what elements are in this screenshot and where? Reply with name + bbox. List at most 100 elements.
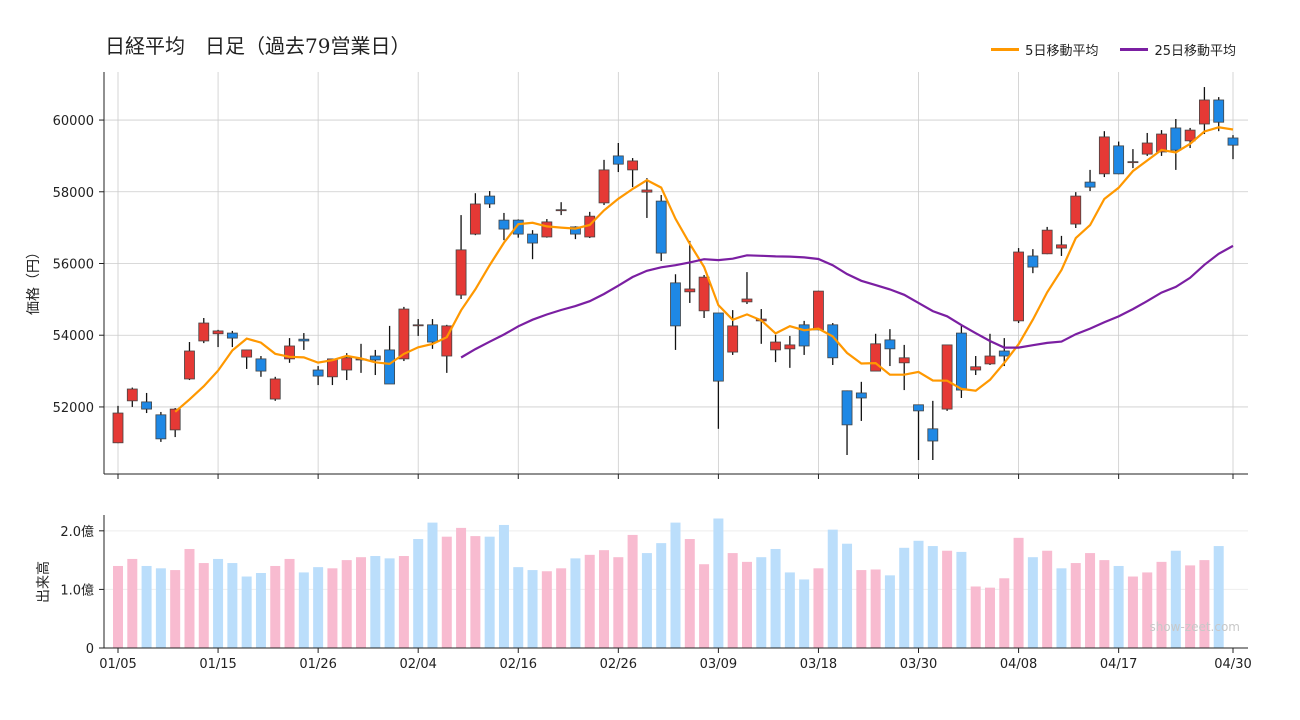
candle	[341, 353, 353, 381]
candle	[1084, 169, 1096, 192]
volume-tick-label: 2.0億	[60, 524, 94, 540]
volume-bar	[556, 568, 567, 648]
candle	[1041, 226, 1053, 255]
x-tick-label: 02/04	[399, 657, 436, 672]
volume-bar	[413, 539, 424, 648]
volume-bar	[356, 557, 367, 648]
candle	[941, 344, 953, 411]
volume-tick-label: 0	[86, 642, 94, 657]
candle-body	[1113, 145, 1125, 175]
x-tick-label: 02/26	[600, 657, 637, 672]
x-tick-label: 03/09	[700, 657, 737, 672]
candle-body	[1027, 255, 1039, 268]
candle-body	[527, 233, 538, 244]
candle-body	[970, 366, 982, 371]
candle	[327, 358, 338, 386]
candle	[212, 329, 224, 348]
volume-bar	[113, 565, 123, 648]
candle-body	[255, 358, 267, 372]
candle-body	[655, 200, 667, 254]
candle-body	[941, 344, 953, 410]
candle	[884, 329, 896, 367]
volume-bar	[899, 547, 910, 648]
volume-bar	[613, 557, 624, 648]
y-tick-label: 52000	[53, 401, 94, 416]
volume-bar	[699, 564, 710, 648]
candle-body	[698, 276, 710, 312]
volume-bar	[842, 543, 853, 648]
candle-body	[327, 358, 338, 378]
candle	[498, 212, 510, 241]
candle-body	[727, 325, 739, 353]
candle-body	[198, 322, 210, 342]
volume-bar	[970, 586, 981, 648]
volume-tick-label: 1.0億	[60, 582, 94, 598]
volume-bar	[270, 565, 281, 648]
x-tick-label: 04/08	[1000, 657, 1037, 672]
candle-body	[1056, 244, 1067, 249]
candle-body	[541, 221, 553, 238]
candle-body	[112, 412, 124, 444]
candle-body	[984, 355, 996, 365]
candle	[970, 356, 982, 376]
legend-swatch-ma5	[991, 48, 1020, 51]
candle	[727, 310, 739, 355]
x-tick-label: 03/18	[800, 657, 837, 672]
volume-bar	[227, 563, 238, 648]
candle	[1141, 132, 1153, 156]
candle	[112, 405, 124, 444]
candle	[813, 290, 824, 331]
candle-body	[484, 195, 496, 205]
candle	[1070, 192, 1082, 228]
legend-item-ma25: 25日移動平均	[1120, 40, 1236, 59]
volume-bar	[1027, 557, 1038, 648]
candle-body	[312, 369, 324, 377]
candle	[298, 333, 310, 350]
volume-bars	[113, 518, 1224, 648]
ma25-line	[460, 244, 1234, 359]
candle	[855, 381, 867, 421]
candle	[398, 306, 410, 362]
candle	[155, 411, 167, 442]
volume-bar	[713, 518, 724, 648]
grid	[104, 72, 1248, 590]
candle	[770, 334, 781, 363]
volume-bar	[127, 558, 138, 648]
x-tick-label: 04/30	[1214, 657, 1251, 672]
volume-bar	[813, 568, 824, 648]
candle	[226, 330, 238, 348]
axes: 01/05 01/15 01/26 02/04 02/16 02/26 03/09 03/18…	[53, 72, 1252, 672]
volume-bar	[627, 534, 638, 648]
candle-body	[398, 308, 410, 360]
volume-bar	[684, 539, 695, 648]
volume-bar	[727, 553, 738, 648]
candle	[469, 193, 481, 236]
volume-bar	[641, 553, 652, 648]
candle-body	[670, 282, 681, 327]
candle	[512, 219, 524, 238]
volume-bar	[784, 572, 795, 648]
volume-bar	[398, 556, 409, 648]
volume-bar	[456, 527, 467, 648]
volume-bar	[441, 536, 452, 648]
candle	[984, 333, 996, 365]
volume-bar	[184, 548, 195, 648]
candles	[112, 87, 1239, 461]
volume-bar	[799, 579, 810, 648]
volume-bar	[170, 570, 181, 648]
candle-body	[384, 349, 396, 385]
volume-bar	[241, 576, 252, 648]
volume-bar	[584, 554, 595, 648]
candle-body	[241, 349, 253, 358]
volume-bar	[327, 568, 338, 648]
volume-bar	[1199, 560, 1210, 648]
candle	[169, 408, 181, 438]
moving-averages	[174, 126, 1234, 413]
candle-body	[712, 312, 724, 382]
volume-bar	[370, 556, 381, 648]
volume-bar	[1056, 568, 1067, 648]
candle-body	[441, 325, 453, 357]
candle	[1013, 248, 1024, 324]
candle	[1170, 118, 1182, 170]
